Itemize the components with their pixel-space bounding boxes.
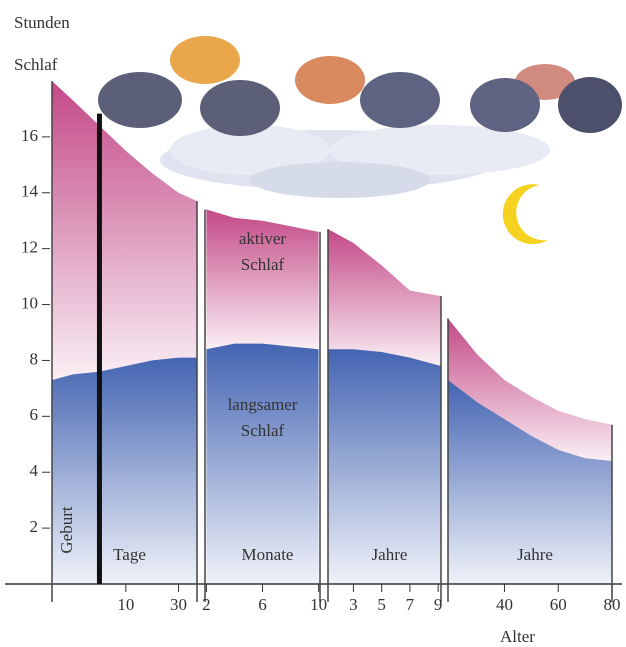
birth-label: Geburt: [57, 506, 76, 553]
x-tick-label: 10: [310, 595, 327, 614]
panel-label: Tage: [113, 545, 146, 564]
x-tick-label: 5: [377, 595, 386, 614]
y-tick-label: 12: [21, 238, 38, 257]
series-label: langsamer Schlaf: [208, 392, 318, 444]
x-tick-label: 60: [550, 595, 567, 614]
y-tick-label: 2: [30, 517, 39, 536]
x-tick-label: 3: [349, 595, 358, 614]
y-tick-label: 6: [30, 405, 39, 424]
y-tick-label: 16: [21, 126, 38, 145]
x-tick-label: 2: [202, 595, 211, 614]
x-axis-label: Alter: [500, 624, 535, 647]
area-active: [328, 229, 441, 366]
x-tick-label: 40: [496, 595, 513, 614]
y-tick-label: 10: [21, 293, 38, 312]
x-tick-label: 10: [117, 595, 134, 614]
y-tick-label: 4: [30, 461, 39, 480]
y-tick-label: 14: [21, 182, 39, 201]
panel-label: Jahre: [372, 545, 408, 564]
y-tick-label: 8: [30, 349, 39, 368]
x-tick-label: 7: [406, 595, 415, 614]
chart: 2 4 6 8 10 12 14 16 10 30 Tage Geburt 2 6 10 Monate 35 79…: [0, 0, 626, 647]
x-tick-label: 9: [434, 595, 443, 614]
x-tick-label: 80: [604, 595, 621, 614]
panel-label: Monate: [242, 545, 294, 564]
y-axis-label: Stunden Schlaf: [14, 2, 94, 86]
series-label: aktiver Schlaf: [223, 226, 303, 278]
x-tick-label: 30: [170, 595, 187, 614]
page: 2 4 6 8 10 12 14 16 10 30 Tage Geburt 2 6 10 Monate 35 79…: [0, 0, 626, 647]
x-tick-label: 6: [258, 595, 267, 614]
panel-label: Jahre: [517, 545, 553, 564]
